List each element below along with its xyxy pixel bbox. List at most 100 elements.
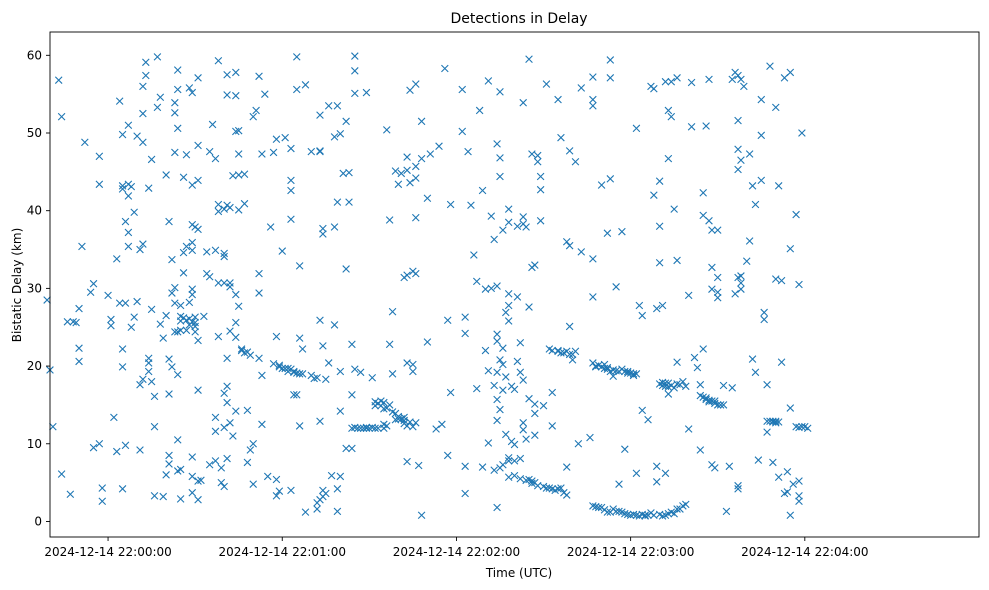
data-point-558 [629, 370, 638, 378]
data-point-269 [319, 224, 327, 233]
data-point-622 [687, 78, 696, 87]
data-point-664 [734, 145, 742, 154]
data-point-719 [795, 497, 803, 506]
data-points [43, 52, 812, 520]
data-point-572 [644, 415, 652, 424]
data-point-404 [493, 140, 501, 148]
data-point-419 [499, 344, 507, 352]
data-point-642 [708, 285, 716, 293]
data-point-77 [162, 171, 170, 179]
data-point-195 [234, 302, 243, 311]
data-point-300 [351, 52, 359, 60]
data-point-467 [531, 431, 539, 440]
data-point-207 [249, 439, 258, 448]
data-point-190 [232, 290, 240, 299]
data-point-216 [258, 420, 266, 429]
data-point-508 [577, 84, 586, 92]
data-point-432 [504, 473, 513, 481]
data-point-382 [461, 329, 469, 338]
data-point-284 [333, 507, 342, 516]
data-point-116 [185, 298, 194, 307]
data-point-68 [150, 392, 159, 401]
data-point-192 [234, 150, 243, 158]
data-point-531 [603, 508, 612, 516]
data-point-453 [522, 223, 530, 231]
data-point-8 [69, 318, 78, 326]
data-point-368 [417, 511, 426, 520]
data-point-259 [313, 373, 321, 382]
data-point-328 [385, 401, 394, 409]
data-point-280 [330, 321, 339, 329]
data-point-160 [214, 279, 223, 287]
data-point-637 [705, 75, 713, 84]
data-point-157 [214, 200, 223, 209]
data-point-381 [458, 85, 467, 94]
data-point-175 [223, 398, 231, 407]
data-point-696 [771, 417, 780, 426]
data-point-248 [295, 262, 304, 270]
data-point-635 [702, 122, 710, 130]
data-point-363 [412, 269, 420, 278]
data-point-51 [136, 446, 144, 454]
data-point-534 [606, 56, 615, 64]
data-point-624 [690, 353, 699, 362]
data-point-477 [542, 80, 551, 88]
data-point-348 [403, 271, 411, 279]
data-point-178 [226, 419, 234, 427]
data-point-362 [412, 162, 420, 171]
data-point-66 [147, 305, 156, 314]
data-point-665 [734, 165, 742, 174]
data-point-392 [478, 186, 487, 195]
data-point-83 [165, 217, 173, 226]
data-point-125 [188, 246, 197, 255]
data-point-509 [577, 248, 586, 256]
data-point-694 [769, 418, 777, 426]
data-point-137 [194, 386, 202, 394]
data-point-397 [484, 77, 493, 85]
data-point-414 [496, 172, 504, 181]
data-point-632 [699, 345, 707, 353]
data-point-603 [667, 77, 676, 86]
data-point-646 [711, 397, 719, 405]
data-point-181 [226, 203, 234, 212]
data-point-184 [232, 68, 240, 77]
data-point-144 [200, 312, 208, 321]
data-point-251 [295, 370, 304, 378]
data-point-233 [284, 364, 292, 373]
data-point-655 [719, 381, 728, 390]
data-point-373 [435, 142, 443, 150]
data-point-138 [194, 336, 202, 345]
data-point-231 [281, 133, 289, 142]
data-point-111 [182, 150, 191, 159]
data-point-379 [446, 388, 455, 397]
data-point-225 [272, 135, 281, 144]
data-point-402 [490, 235, 498, 244]
data-point-398 [484, 366, 493, 375]
data-point-346 [403, 153, 411, 161]
data-point-25 [107, 315, 115, 324]
data-point-415 [496, 356, 504, 364]
data-point-302 [351, 365, 359, 373]
data-point-470 [533, 157, 542, 166]
data-point-238 [287, 186, 295, 195]
data-point-222 [272, 332, 281, 341]
data-point-366 [417, 117, 426, 126]
data-point-409 [493, 416, 501, 425]
data-point-590 [658, 512, 667, 520]
data-point-308 [362, 88, 371, 97]
data-point-191 [234, 126, 243, 135]
data-point-716 [795, 280, 803, 289]
data-point-676 [745, 150, 754, 158]
data-point-10 [75, 304, 83, 313]
data-point-499 [565, 241, 574, 250]
data-point-565 [635, 301, 644, 310]
data-point-452 [519, 98, 527, 107]
data-point-351 [403, 457, 411, 466]
data-point-479 [545, 484, 554, 492]
data-point-364 [412, 419, 420, 427]
y-tick-label: 30 [27, 281, 42, 295]
data-point-53 [136, 245, 144, 254]
data-point-241 [290, 391, 298, 399]
data-point-377 [443, 451, 452, 460]
data-point-148 [205, 147, 214, 156]
